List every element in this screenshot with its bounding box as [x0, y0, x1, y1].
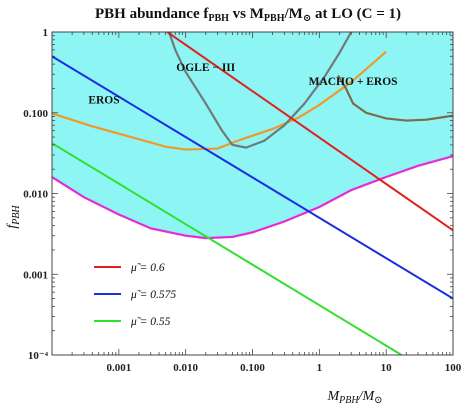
y-tick-label: 10⁻⁴: [28, 350, 49, 362]
x-tick-label: 100: [445, 362, 462, 374]
x-tick-label: 10: [381, 362, 393, 374]
svg-text:fPBH: fPBH: [5, 205, 22, 229]
x-tick-label: 0.001: [106, 362, 131, 374]
series-line-2: [52, 55, 453, 300]
plot-area: 0.001 0.010 0.100 1 10 100 10⁻⁴ 0.001 0.010 0.100…: [23, 27, 462, 374]
y-tick-label: 0.100: [23, 108, 48, 120]
region-label: MACHO + EROS: [309, 76, 398, 88]
y-tick-label: 0.010: [23, 189, 48, 201]
y-tick-label: 0.001: [23, 269, 48, 281]
constraint-curve-eros: [52, 50, 387, 151]
region-label: EROS: [88, 95, 119, 107]
plot-content: [52, 32, 453, 355]
constraint-curve-macho-eros: [337, 74, 453, 122]
legend-label: μ̃ = 0.55: [130, 316, 171, 328]
x-axis-label: MPBH/M⊙: [326, 389, 382, 406]
x-tick-label: 0.100: [240, 362, 265, 374]
series-line-1: [166, 32, 453, 232]
x-tick-label: 0.010: [173, 362, 198, 374]
svg-text:MPBH/M⊙: MPBH/M⊙: [326, 389, 382, 406]
series-line-3: [52, 142, 403, 355]
y-tick-label: 1: [43, 27, 49, 39]
constraint-curve-ogle-iii: [167, 32, 353, 149]
region-label: OGLE − III: [176, 62, 235, 74]
legend-label: μ̃ = 0.6: [130, 262, 165, 274]
y-axis-label: fPBH: [5, 205, 22, 229]
x-tick-label: 1: [317, 362, 323, 374]
legend-label: μ̃ = 0.575: [130, 289, 176, 301]
chart-title: PBH abundance fPBH vs MPBH/M⊙ at LO (C =…: [95, 6, 401, 24]
